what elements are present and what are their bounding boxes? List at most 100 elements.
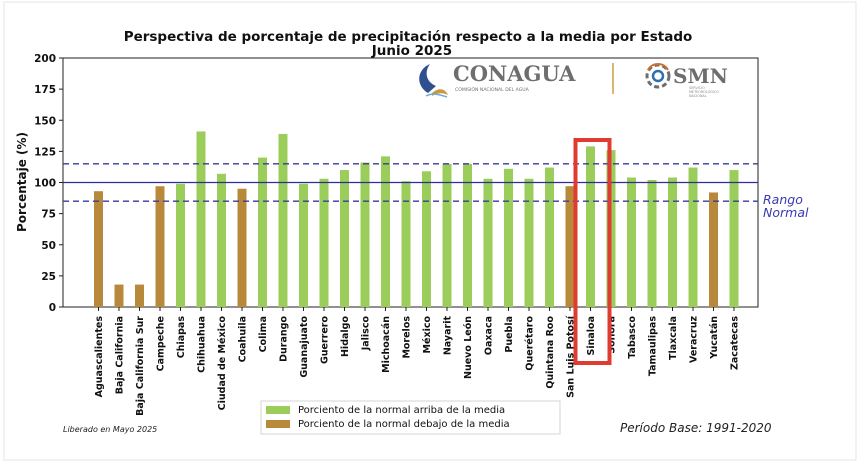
x-tick-label: San Luis Potosí [566,315,577,398]
x-tick-label: Yucatán [709,316,720,360]
x-tick-label: Michoacán [381,316,392,373]
legend-swatch-below [266,420,290,428]
bar-series [94,131,739,307]
x-tick-label: Durango [279,316,290,362]
base-period-note: Período Base: 1991-2020 [620,421,772,435]
smn-swirl-icon [645,63,671,89]
bar-san-luis-potos- [565,186,575,307]
bar-chiapas [176,183,185,307]
bar-nuevo-le-n [463,163,472,307]
range-label-line1: Rango [763,192,803,207]
bar-guerrero [319,178,329,307]
conagua-tagline: COMISIÓN NACIONAL DEL AGUA [455,86,530,93]
y-axis-ticks: 0 25 50 75 100 125 150 175 200 [34,53,63,314]
x-tick-label: Colima [258,316,269,352]
x-tick-label: Zacatecas [730,316,741,370]
x-tick-label: Guanajuato [299,316,310,378]
bar-tabasco [627,177,636,307]
y-tick-label: 25 [41,271,56,283]
x-tick-label: Nuevo León [463,316,474,379]
bar-quer-taro [524,178,534,307]
bar-nayarit [442,163,452,307]
x-tick-label: Sonora [607,316,618,354]
bar-baja-california-sur [135,284,144,307]
x-tick-label: Quintana Roo [545,316,556,389]
conagua-logo: CONAGUA COMISIÓN NACIONAL DEL AGUA [419,61,576,98]
released-note: Liberado en Mayo 2025 [63,425,157,434]
x-tick-label: México [422,316,433,354]
x-tick-label: Veracruz [689,316,700,363]
smn-logo: SMN SERVICIO METEOROLÓGICO NACIONAL [645,63,728,98]
x-tick-label: Querétaro [525,316,536,371]
y-tick-label: 150 [34,115,56,127]
x-tick-label: Tamaulipas [648,316,659,376]
y-tick-label: 100 [34,178,56,190]
highlight-box-sinaloa [573,138,612,365]
bar-m-xico [422,171,431,307]
x-tick-label: Morelos [402,316,413,359]
legend: Porciento de la normal arriba de la medi… [260,400,561,435]
chart-subtitle: Junio 2025 [371,43,452,59]
x-tick-label: Chihuahua [197,316,208,373]
bar-tlaxcala [668,177,677,307]
x-tick-label: Tabasco [627,316,638,359]
x-tick-label: Chiapas [176,316,187,359]
bar-veracruz [688,167,698,307]
bar-aguascalientes [94,191,103,307]
x-tick-label: Baja California [115,316,126,394]
conagua-wave-icon [419,64,448,98]
bar-jalisco [360,162,370,307]
bar-puebla [504,168,513,307]
bar-guanajuato [299,183,308,307]
legend-box [260,400,561,435]
bar-morelos [401,181,411,307]
bar-colima [258,157,267,307]
legend-label-above: Porciento de la normal arriba de la medi… [298,405,505,416]
x-tick-label: Oaxaca [484,316,495,355]
legend-swatch-above [266,406,290,414]
x-tick-label: Coahuila [238,316,249,362]
y-tick-label: 0 [49,302,56,314]
y-tick-label: 175 [34,84,56,96]
x-tick-label: Aguascalientes [94,316,105,398]
x-axis-labels: Aguascalientes Baja California Baja Califo… [94,307,741,416]
x-tick-label: Baja California Sur [135,316,146,416]
bar-durango [278,133,288,307]
bar-tamaulipas [647,180,657,307]
range-label-line2: Normal [763,205,809,220]
reference-lines [63,163,758,202]
y-tick-label: 125 [34,146,56,158]
bar-yucat-n [709,192,718,307]
smn-name: SMN [673,64,728,88]
bar-oaxaca [483,178,493,307]
bar-sinaloa [586,146,595,307]
smn-tagline-3: NACIONAL [689,94,707,98]
y-tick-label: 75 [41,209,56,221]
y-axis-label: Porcentaje (%) [15,132,29,232]
bar-quintana-roo [545,167,554,307]
bar-michoac-n [381,156,390,307]
conagua-name: CONAGUA [453,61,576,86]
x-tick-label: Guerrero [320,316,331,365]
bar-coahuila [237,188,247,307]
bar-campeche [155,186,165,307]
smn-tagline-2: METEOROLÓGICO [689,89,719,94]
x-tick-label: Nayarit [443,316,454,356]
bar-zacatecas [729,170,739,307]
x-tick-label: Puebla [504,316,515,353]
x-tick-label: Tlaxcala [668,316,679,360]
bar-hidalgo [340,170,349,307]
x-tick-label: Sinaloa [586,316,597,355]
y-tick-label: 200 [34,53,56,65]
legend-label-below: Porciento de la normal debajo de la medi… [298,419,510,430]
bar-ciudad-de-m-xico [217,173,226,307]
x-tick-label: Ciudad de México [217,316,228,411]
x-tick-label: Campeche [156,316,167,371]
bar-baja-california [114,284,124,307]
bar-chihuahua [196,131,206,307]
x-tick-label: Hidalgo [340,316,351,357]
chart-title: Perspectiva de porcentaje de precipitaci… [124,29,693,45]
x-tick-label: Jalisco [361,316,372,352]
